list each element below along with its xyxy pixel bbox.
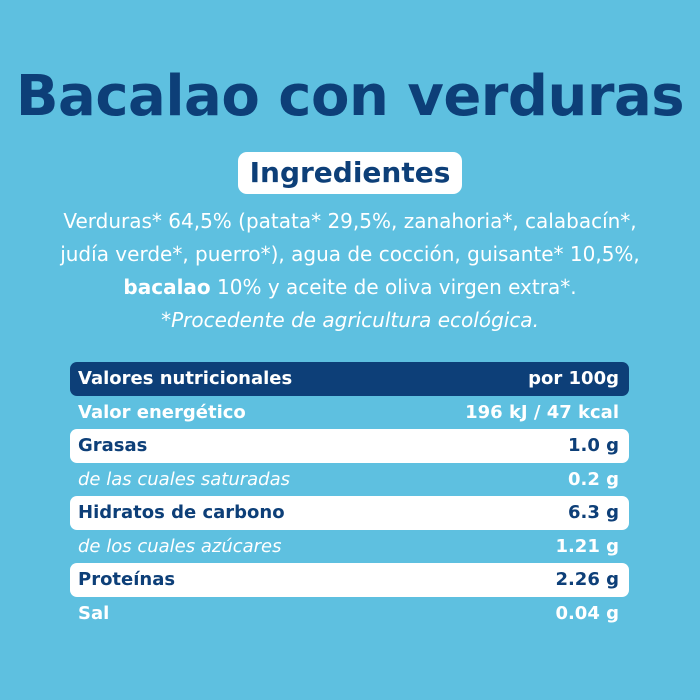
ingredients-footnote: *Procedente de agricultura ecológica. — [161, 308, 539, 332]
ingredient-highlight: bacalao — [123, 275, 211, 299]
nutrition-row-salt: Sal 0.04 g — [70, 597, 629, 631]
nutrition-row-sugars: de los cuales azúcares 1.21 g — [70, 530, 629, 564]
nutrition-row-energy: Valor energético 196 kJ / 47 kcal — [70, 396, 629, 430]
row-label: Hidratos de carbono — [78, 502, 285, 524]
header-label: Valores nutricionales — [78, 368, 293, 390]
nutrition-row-saturated-fat: de las cuales saturadas 0.2 g — [70, 463, 629, 497]
row-value: 2.26 g — [555, 569, 619, 591]
row-label: Sal — [78, 602, 110, 624]
header-value: por 100g — [528, 368, 619, 390]
nutrition-table-header: Valores nutricionales por 100g — [70, 362, 629, 396]
row-label: Grasas — [78, 435, 148, 457]
row-label: de las cuales saturadas — [78, 468, 291, 490]
nutrition-row-carbohydrates: Hidratos de carbono 6.3 g — [70, 496, 629, 530]
row-value: 0.2 g — [567, 468, 619, 490]
row-label: Proteínas — [78, 569, 176, 591]
ingredients-heading-wrap: Ingredientes — [0, 152, 700, 194]
row-value: 196 kJ / 47 kcal — [465, 401, 619, 423]
ingredients-line-2: judía verde*, puerro*), agua de cocción,… — [60, 242, 640, 266]
nutrition-table: Valores nutricionales por 100g Valor ene… — [70, 362, 629, 630]
row-value: 6.3 g — [567, 502, 619, 524]
nutrition-row-fat: Grasas 1.0 g — [70, 429, 629, 463]
ingredients-heading: Ingredientes — [237, 152, 463, 194]
row-value: 1.0 g — [567, 435, 619, 457]
nutrition-row-protein: Proteínas 2.26 g — [70, 563, 629, 597]
product-title: Bacalao con verduras — [15, 64, 685, 129]
ingredients-text: Verduras* 64,5% (patata* 29,5%, zanahori… — [40, 205, 660, 337]
ingredients-line-3: bacalao 10% y aceite de oliva virgen ext… — [40, 271, 660, 304]
ingredients-line-1: Verduras* 64,5% (patata* 29,5%, zanahori… — [63, 209, 637, 233]
row-value: 0.04 g — [555, 602, 619, 624]
ingredients-line-3-rest: 10% y aceite de oliva virgen extra*. — [210, 275, 577, 299]
row-label: de los cuales azúcares — [78, 535, 282, 557]
row-label: Valor energético — [78, 401, 246, 423]
row-value: 1.21 g — [555, 535, 619, 557]
